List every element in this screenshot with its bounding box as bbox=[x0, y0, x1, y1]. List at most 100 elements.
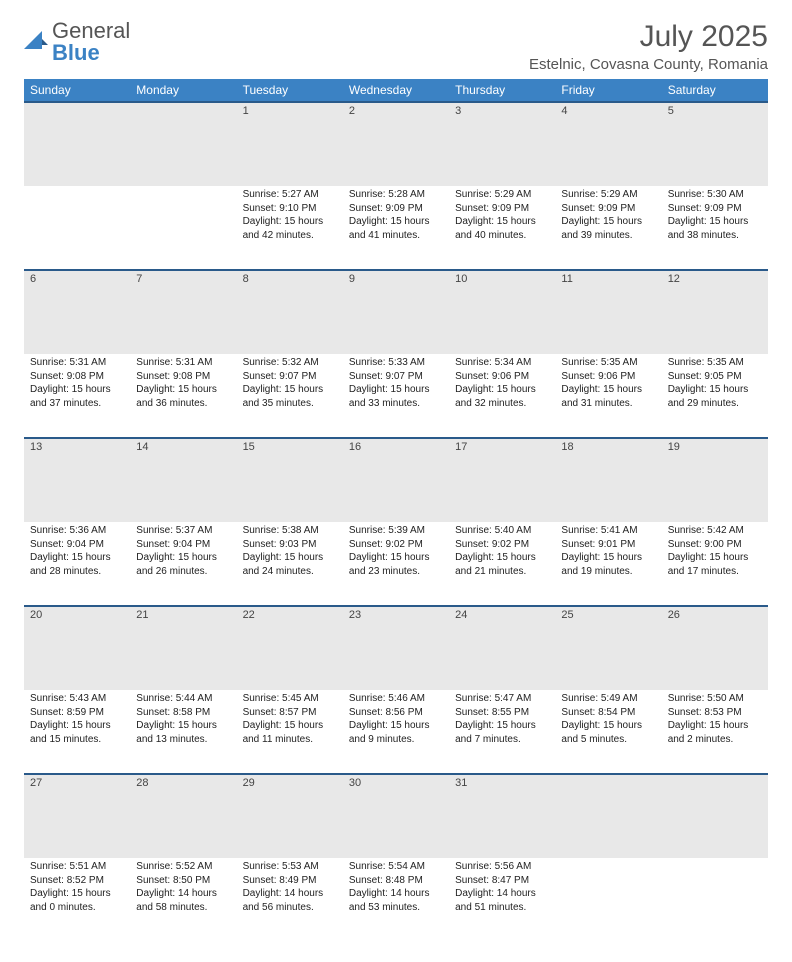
day-content: Sunrise: 5:37 AMSunset: 9:04 PMDaylight:… bbox=[130, 522, 236, 582]
sunrise-line: Sunrise: 5:29 AM bbox=[561, 188, 655, 202]
sunrise-line: Sunrise: 5:49 AM bbox=[561, 692, 655, 706]
sunset-line: Sunset: 8:50 PM bbox=[136, 874, 230, 888]
daylight-line: Daylight: 15 hours and 0 minutes. bbox=[30, 887, 124, 914]
logo-triangle-icon bbox=[24, 31, 48, 54]
sunset-line: Sunset: 8:47 PM bbox=[455, 874, 549, 888]
daylight-line: Daylight: 15 hours and 13 minutes. bbox=[136, 719, 230, 746]
day-content-cell: Sunrise: 5:27 AMSunset: 9:10 PMDaylight:… bbox=[237, 186, 343, 270]
day-content-cell: Sunrise: 5:46 AMSunset: 8:56 PMDaylight:… bbox=[343, 690, 449, 774]
day-number: 31 bbox=[449, 775, 555, 791]
sunset-line: Sunset: 9:02 PM bbox=[455, 538, 549, 552]
day-content: Sunrise: 5:28 AMSunset: 9:09 PMDaylight:… bbox=[343, 186, 449, 246]
daylight-line: Daylight: 14 hours and 53 minutes. bbox=[349, 887, 443, 914]
day-number-cell: 28 bbox=[130, 774, 236, 858]
sunrise-line: Sunrise: 5:47 AM bbox=[455, 692, 549, 706]
weekday-header-row: SundayMondayTuesdayWednesdayThursdayFrid… bbox=[24, 79, 768, 102]
day-number-cell: 15 bbox=[237, 438, 343, 522]
sunrise-line: Sunrise: 5:35 AM bbox=[668, 356, 762, 370]
day-number: 5 bbox=[662, 103, 768, 119]
day-number-cell: 7 bbox=[130, 270, 236, 354]
day-content: Sunrise: 5:30 AMSunset: 9:09 PMDaylight:… bbox=[662, 186, 768, 246]
sunset-line: Sunset: 9:00 PM bbox=[668, 538, 762, 552]
daylight-line: Daylight: 15 hours and 38 minutes. bbox=[668, 215, 762, 242]
day-content-cell: Sunrise: 5:53 AMSunset: 8:49 PMDaylight:… bbox=[237, 858, 343, 942]
location: Estelnic, Covasna County, Romania bbox=[529, 56, 768, 73]
day-number: 17 bbox=[449, 439, 555, 455]
day-number: 9 bbox=[343, 271, 449, 287]
day-content-cell: Sunrise: 5:28 AMSunset: 9:09 PMDaylight:… bbox=[343, 186, 449, 270]
calendar-body: 12345Sunrise: 5:27 AMSunset: 9:10 PMDayl… bbox=[24, 102, 768, 942]
day-content: Sunrise: 5:36 AMSunset: 9:04 PMDaylight:… bbox=[24, 522, 130, 582]
day-number: 28 bbox=[130, 775, 236, 791]
day-number-cell: 9 bbox=[343, 270, 449, 354]
day-content-cell bbox=[130, 186, 236, 270]
day-content: Sunrise: 5:35 AMSunset: 9:05 PMDaylight:… bbox=[662, 354, 768, 414]
day-number-cell: 5 bbox=[662, 102, 768, 186]
title-block: July 2025 Estelnic, Covasna County, Roma… bbox=[529, 20, 768, 73]
daylight-line: Daylight: 14 hours and 51 minutes. bbox=[455, 887, 549, 914]
day-content: Sunrise: 5:46 AMSunset: 8:56 PMDaylight:… bbox=[343, 690, 449, 750]
day-number-cell: 31 bbox=[449, 774, 555, 858]
sunrise-line: Sunrise: 5:29 AM bbox=[455, 188, 549, 202]
weekday-header: Wednesday bbox=[343, 79, 449, 102]
daynum-row: 20212223242526 bbox=[24, 606, 768, 690]
sunrise-line: Sunrise: 5:34 AM bbox=[455, 356, 549, 370]
sunset-line: Sunset: 8:55 PM bbox=[455, 706, 549, 720]
sunrise-line: Sunrise: 5:40 AM bbox=[455, 524, 549, 538]
day-number-cell: 4 bbox=[555, 102, 661, 186]
sunrise-line: Sunrise: 5:37 AM bbox=[136, 524, 230, 538]
day-number-cell: 23 bbox=[343, 606, 449, 690]
day-content: Sunrise: 5:50 AMSunset: 8:53 PMDaylight:… bbox=[662, 690, 768, 750]
day-content-cell: Sunrise: 5:42 AMSunset: 9:00 PMDaylight:… bbox=[662, 522, 768, 606]
day-content: Sunrise: 5:49 AMSunset: 8:54 PMDaylight:… bbox=[555, 690, 661, 750]
weekday-header: Thursday bbox=[449, 79, 555, 102]
sunrise-line: Sunrise: 5:32 AM bbox=[243, 356, 337, 370]
day-number: 14 bbox=[130, 439, 236, 455]
day-number: 2 bbox=[343, 103, 449, 119]
day-content-cell: Sunrise: 5:54 AMSunset: 8:48 PMDaylight:… bbox=[343, 858, 449, 942]
day-content-cell: Sunrise: 5:52 AMSunset: 8:50 PMDaylight:… bbox=[130, 858, 236, 942]
day-content-cell: Sunrise: 5:56 AMSunset: 8:47 PMDaylight:… bbox=[449, 858, 555, 942]
day-number: 7 bbox=[130, 271, 236, 287]
day-content-cell: Sunrise: 5:41 AMSunset: 9:01 PMDaylight:… bbox=[555, 522, 661, 606]
sunset-line: Sunset: 9:09 PM bbox=[349, 202, 443, 216]
day-content: Sunrise: 5:39 AMSunset: 9:02 PMDaylight:… bbox=[343, 522, 449, 582]
sunset-line: Sunset: 9:10 PM bbox=[243, 202, 337, 216]
day-content-cell: Sunrise: 5:31 AMSunset: 9:08 PMDaylight:… bbox=[130, 354, 236, 438]
day-number: 23 bbox=[343, 607, 449, 623]
daylight-line: Daylight: 15 hours and 5 minutes. bbox=[561, 719, 655, 746]
sunset-line: Sunset: 8:53 PM bbox=[668, 706, 762, 720]
day-number-cell: 11 bbox=[555, 270, 661, 354]
day-number-cell: 14 bbox=[130, 438, 236, 522]
day-content: Sunrise: 5:29 AMSunset: 9:09 PMDaylight:… bbox=[449, 186, 555, 246]
logo: General Blue bbox=[24, 20, 130, 64]
day-content: Sunrise: 5:27 AMSunset: 9:10 PMDaylight:… bbox=[237, 186, 343, 246]
day-number: 27 bbox=[24, 775, 130, 791]
sunrise-line: Sunrise: 5:45 AM bbox=[243, 692, 337, 706]
day-content-cell bbox=[555, 858, 661, 942]
day-number: 8 bbox=[237, 271, 343, 287]
sunrise-line: Sunrise: 5:51 AM bbox=[30, 860, 124, 874]
daylight-line: Daylight: 15 hours and 24 minutes. bbox=[243, 551, 337, 578]
day-number: 22 bbox=[237, 607, 343, 623]
day-number: 6 bbox=[24, 271, 130, 287]
sunset-line: Sunset: 8:57 PM bbox=[243, 706, 337, 720]
day-content: Sunrise: 5:33 AMSunset: 9:07 PMDaylight:… bbox=[343, 354, 449, 414]
sunrise-line: Sunrise: 5:39 AM bbox=[349, 524, 443, 538]
sunrise-line: Sunrise: 5:36 AM bbox=[30, 524, 124, 538]
day-number: 24 bbox=[449, 607, 555, 623]
sunset-line: Sunset: 9:07 PM bbox=[349, 370, 443, 384]
header: General Blue July 2025 Estelnic, Covasna… bbox=[24, 20, 768, 73]
day-number: 16 bbox=[343, 439, 449, 455]
sunset-line: Sunset: 9:05 PM bbox=[668, 370, 762, 384]
day-number: 26 bbox=[662, 607, 768, 623]
sunset-line: Sunset: 8:56 PM bbox=[349, 706, 443, 720]
sunset-line: Sunset: 9:01 PM bbox=[561, 538, 655, 552]
day-number-cell: 13 bbox=[24, 438, 130, 522]
sunrise-line: Sunrise: 5:42 AM bbox=[668, 524, 762, 538]
day-content-cell bbox=[662, 858, 768, 942]
day-content-cell: Sunrise: 5:38 AMSunset: 9:03 PMDaylight:… bbox=[237, 522, 343, 606]
sunrise-line: Sunrise: 5:43 AM bbox=[30, 692, 124, 706]
day-content-cell: Sunrise: 5:45 AMSunset: 8:57 PMDaylight:… bbox=[237, 690, 343, 774]
day-content-cell: Sunrise: 5:36 AMSunset: 9:04 PMDaylight:… bbox=[24, 522, 130, 606]
